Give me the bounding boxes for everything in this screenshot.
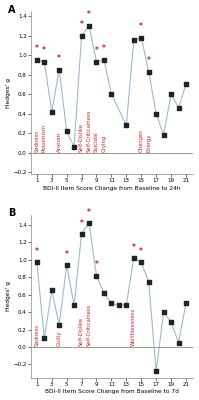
Point: [50, 287, 53, 294]
Text: *: *: [147, 56, 151, 65]
X-axis label: BDI-II Item Score Change from Baseline to 24h: BDI-II Item Score Change from Baseline t…: [43, 186, 181, 191]
Point: [95, 59, 98, 65]
Point: [155, 368, 158, 374]
Text: *: *: [35, 247, 39, 256]
Text: *: *: [57, 54, 61, 63]
Point: [72, 302, 76, 308]
Text: *: *: [95, 260, 99, 270]
Point: [125, 122, 128, 128]
Text: Self-Dislike: Self-Dislike: [79, 317, 84, 346]
Point: [110, 300, 113, 307]
Text: *: *: [35, 44, 39, 53]
Y-axis label: Hedges' g: Hedges' g: [6, 78, 11, 108]
Point: [110, 91, 113, 97]
Point: [43, 335, 46, 342]
Point: [155, 110, 158, 117]
Text: *: *: [139, 22, 143, 31]
Text: Self-Criticalness: Self-Criticalness: [87, 109, 92, 152]
Point: [177, 340, 180, 346]
Text: Sadness: Sadness: [34, 324, 39, 346]
Point: [65, 128, 68, 134]
Text: B: B: [8, 208, 16, 218]
Point: [35, 57, 38, 63]
Point: [65, 262, 68, 268]
Point: [140, 259, 143, 266]
Point: [184, 81, 188, 88]
Text: *: *: [95, 46, 99, 55]
Point: [132, 255, 135, 261]
Text: Self-Criticalness: Self-Criticalness: [87, 304, 92, 346]
Point: [170, 91, 173, 97]
Text: Energy: Energy: [146, 133, 151, 152]
Text: Pessimism: Pessimism: [42, 124, 47, 152]
Point: [147, 68, 150, 75]
Text: Changes: Changes: [139, 129, 144, 152]
Text: *: *: [139, 247, 143, 256]
Point: [58, 66, 61, 73]
Text: *: *: [42, 46, 46, 55]
Text: Crying: Crying: [101, 134, 106, 152]
Point: [50, 108, 53, 115]
Text: Self-Dislike: Self-Dislike: [79, 122, 84, 152]
Y-axis label: Hedges' g: Hedges' g: [6, 281, 11, 311]
Text: *: *: [87, 10, 91, 19]
X-axis label: BDI-II Item Score Change from Baseline to 7d: BDI-II Item Score Change from Baseline t…: [45, 390, 179, 394]
Point: [102, 290, 105, 296]
Point: [80, 32, 83, 39]
Text: Sadness: Sadness: [34, 130, 39, 152]
Point: [35, 259, 38, 266]
Point: [58, 322, 61, 328]
Text: *: *: [80, 20, 84, 29]
Point: [80, 230, 83, 237]
Text: Suicidal: Suicidal: [94, 131, 99, 152]
Text: A: A: [8, 5, 16, 15]
Point: [170, 318, 173, 325]
Point: [125, 302, 128, 308]
Point: [147, 278, 150, 285]
Text: Worthlessness: Worthlessness: [131, 308, 136, 346]
Point: [162, 132, 165, 138]
Point: [140, 34, 143, 41]
Text: *: *: [102, 44, 106, 53]
Point: [72, 144, 76, 150]
Point: [102, 57, 105, 63]
Point: [117, 302, 120, 308]
Text: Guilty: Guilty: [57, 330, 62, 346]
Point: [87, 220, 91, 226]
Point: [87, 22, 91, 29]
Point: [95, 272, 98, 279]
Point: [184, 300, 188, 307]
Text: *: *: [65, 250, 69, 259]
Text: Anxium: Anxium: [57, 132, 62, 152]
Point: [132, 37, 135, 44]
Text: *: *: [87, 208, 91, 217]
Point: [177, 104, 180, 111]
Text: *: *: [80, 218, 84, 228]
Point: [43, 59, 46, 65]
Text: *: *: [132, 243, 136, 252]
Point: [162, 309, 165, 315]
